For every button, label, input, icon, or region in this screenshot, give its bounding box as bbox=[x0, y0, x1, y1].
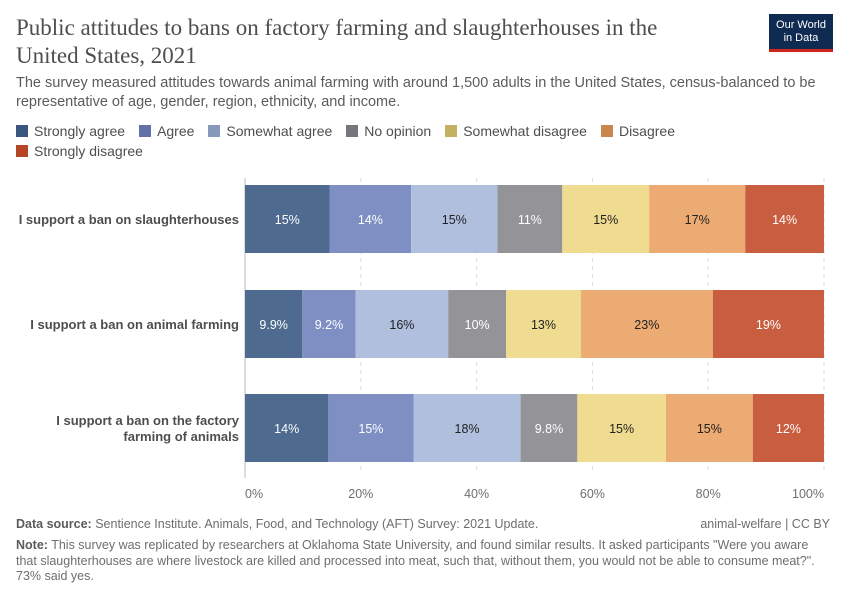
bar-value-label: 11% bbox=[518, 213, 542, 227]
bar-segment bbox=[413, 394, 521, 462]
bar-value-label: 9.2% bbox=[315, 318, 344, 332]
chart-subtitle: The survey measured attitudes towards an… bbox=[16, 75, 816, 110]
legend-label: Strongly disagree bbox=[34, 143, 143, 159]
bar-value-label: 18% bbox=[455, 422, 480, 436]
bar-value-label: 16% bbox=[389, 318, 414, 332]
bar-segment bbox=[649, 185, 746, 253]
source-label: Data source: bbox=[16, 517, 92, 531]
category-label: farming of animals bbox=[123, 429, 239, 444]
bar-value-label: 14% bbox=[358, 213, 383, 227]
bar-value-label: 9.9% bbox=[259, 318, 288, 332]
legend-label: Somewhat agree bbox=[226, 123, 333, 139]
data-source: Data source: Sentience Institute. Animal… bbox=[16, 517, 538, 531]
x-tick-label: 60% bbox=[580, 487, 605, 501]
bar-value-label: 23% bbox=[634, 318, 659, 332]
legend-item[interactable]: Somewhat agree bbox=[208, 123, 332, 139]
legend-swatch bbox=[445, 125, 458, 137]
bar-segment bbox=[245, 394, 329, 462]
bar-segment bbox=[665, 394, 753, 462]
bar-value-label: 14% bbox=[772, 213, 797, 227]
bar-segment bbox=[712, 290, 824, 358]
legend-item[interactable]: Disagree bbox=[600, 123, 675, 139]
bar-segment bbox=[245, 185, 330, 253]
bar-value-label: 15% bbox=[609, 422, 634, 436]
category-label: I support a ban on slaughterhouses bbox=[19, 212, 239, 227]
legend-label: Disagree bbox=[618, 123, 675, 139]
bar-value-label: 12% bbox=[776, 422, 801, 436]
legend-label: Agree bbox=[157, 123, 195, 139]
legend-swatch bbox=[600, 125, 613, 137]
bar-segment bbox=[411, 185, 498, 253]
bar-value-label: 15% bbox=[442, 213, 467, 227]
x-tick-label: 80% bbox=[696, 487, 721, 501]
legend-item[interactable]: No opinion bbox=[346, 123, 431, 139]
bar-segment bbox=[328, 394, 414, 462]
bar-segment bbox=[580, 290, 713, 358]
legend-item[interactable]: Strongly agree bbox=[16, 123, 125, 139]
bar-value-label: 9.8% bbox=[535, 422, 564, 436]
bar-segment bbox=[302, 290, 356, 358]
legend-item[interactable]: Somewhat disagree bbox=[445, 123, 587, 139]
category-label: I support a ban on the factory bbox=[56, 413, 240, 428]
bar-value-label: 13% bbox=[531, 318, 556, 332]
legend: Strongly agree Agree Somewhat agree No opin… bbox=[16, 123, 796, 159]
x-tick-label: 20% bbox=[348, 487, 373, 501]
bar-segment bbox=[752, 394, 824, 462]
bar-value-label: 15% bbox=[593, 213, 618, 227]
legend-swatch bbox=[16, 145, 28, 157]
bar-segment bbox=[355, 290, 449, 358]
legend-label: Strongly agree bbox=[34, 123, 126, 139]
bar-value-label: 17% bbox=[685, 213, 710, 227]
bar-segment bbox=[562, 185, 650, 253]
chart-title: Public attitudes to bans on factory farm… bbox=[16, 15, 658, 68]
bar-segment bbox=[329, 185, 412, 253]
license[interactable]: animal-welfare | CC BY bbox=[700, 517, 830, 531]
legend-swatch bbox=[139, 125, 152, 137]
source-text: Sentience Institute. Animals, Food, and … bbox=[95, 517, 539, 531]
bar-value-label: 14% bbox=[274, 422, 299, 436]
x-tick-label: 0% bbox=[245, 487, 263, 501]
bar-segment bbox=[506, 290, 581, 358]
legend-item[interactable]: Agree bbox=[139, 123, 194, 139]
logo-line2: in Data bbox=[783, 32, 819, 44]
legend-swatch bbox=[208, 125, 221, 137]
legend-swatch bbox=[16, 125, 28, 137]
note-label: Note: bbox=[16, 538, 48, 552]
bar-value-label: 19% bbox=[756, 318, 781, 332]
bar-segment bbox=[577, 394, 666, 462]
bar-segment bbox=[520, 394, 578, 462]
legend-label: Somewhat disagree bbox=[463, 123, 587, 139]
bar-segment bbox=[497, 185, 563, 253]
bar-value-label: 15% bbox=[358, 422, 383, 436]
legend-label: No opinion bbox=[364, 123, 432, 139]
category-label: I support a ban on animal farming bbox=[30, 317, 239, 332]
x-tick-label: 40% bbox=[464, 487, 489, 501]
legend-swatch bbox=[346, 125, 359, 137]
x-tick-label: 100% bbox=[792, 487, 824, 501]
legend-item[interactable]: Strongly disagree bbox=[16, 143, 143, 159]
bar-value-label: 15% bbox=[697, 422, 722, 436]
bar-segment bbox=[745, 185, 824, 253]
note-text: This survey was replicated by researcher… bbox=[16, 538, 815, 583]
owid-logo[interactable]: Our World in Data bbox=[769, 14, 833, 52]
note: Note: This survey was replicated by rese… bbox=[16, 538, 816, 585]
bar-segment bbox=[245, 290, 303, 358]
bar-value-label: 10% bbox=[465, 318, 490, 332]
chart-plot: 0% 20% 40% 60% 80% 100% I support a ban on sla… bbox=[19, 178, 825, 501]
bar-value-label: 15% bbox=[275, 213, 300, 227]
logo-line1: Our World bbox=[776, 19, 826, 31]
bar-segment bbox=[448, 290, 507, 358]
